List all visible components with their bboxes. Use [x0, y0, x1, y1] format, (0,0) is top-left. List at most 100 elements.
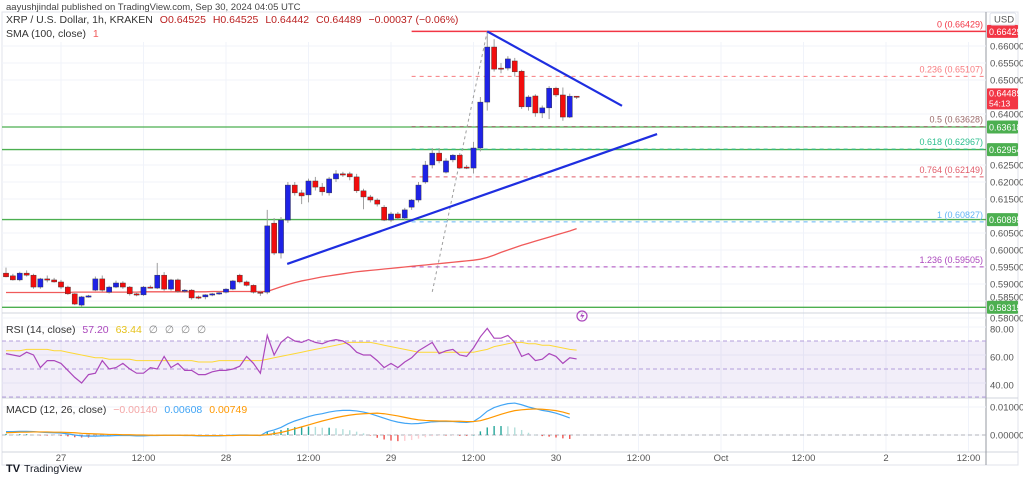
candle-up [140, 286, 147, 296]
macd-histogram-bar [527, 432, 530, 435]
candle-down [360, 190, 367, 198]
trendline[interactable] [286, 133, 658, 265]
macd-histogram-bar [321, 427, 323, 435]
signal-line [5, 408, 570, 437]
candle-down [195, 296, 202, 299]
candle-down [250, 285, 257, 293]
candle-down [147, 286, 154, 289]
macd-histogram-bar [300, 426, 303, 435]
macd-histogram-bar [569, 435, 571, 439]
drawings[interactable] [286, 30, 658, 265]
macd-histogram-bar [548, 435, 550, 437]
price-badge [987, 143, 1018, 157]
candle-down [3, 272, 9, 278]
macd-histogram-bar [5, 433, 7, 435]
price-axis-label: 0.58500 [990, 292, 1023, 303]
macd-line [6, 402, 570, 437]
candle-up [305, 180, 312, 196]
time-axis-label: 12:00 [792, 453, 816, 464]
logo-mark-icon: TV [6, 463, 21, 475]
macd-label[interactable]: MACD (12, 26, close) [6, 404, 106, 416]
price-axis-label: 0.66000 [990, 42, 1023, 53]
macd-histogram-bar [493, 426, 495, 435]
trendline[interactable] [486, 30, 623, 107]
candle-down [518, 70, 525, 108]
candle-up [415, 184, 422, 201]
rsi-label[interactable]: RSI (14, close) [6, 324, 75, 336]
macd-histogram-bar [25, 434, 28, 435]
svg-text:RSI (14, close) 57.20: RSI (14, close) 57.20 63.44 ∅ ∅ ∅ ∅ [6, 324, 206, 336]
rsi-value: 57.20 [82, 324, 108, 336]
macd-histogram-bar [328, 427, 330, 435]
candle-up [113, 282, 119, 288]
macd-histogram-bar [362, 433, 365, 435]
rsi-ma-line [6, 341, 577, 363]
candle-up [450, 154, 456, 161]
tradingview-logo[interactable]: TV TradingView [6, 463, 82, 475]
macd-histogram-bar [342, 429, 344, 435]
fib-level-label: 0.764 (0.62149) [919, 165, 983, 175]
grid: 27 12:00 28 12:00 29 12:00 30 12:00 Oct 12:00 2 12:… [1, 11, 1019, 466]
candle-down [374, 199, 381, 205]
macd-histogram-bar [541, 435, 543, 437]
fib-level-label: 1.236 (0.59505) [919, 255, 983, 265]
fib-level-label: 0 (0.66429) [937, 19, 983, 29]
candle-down [236, 274, 243, 283]
candle-up [333, 173, 339, 180]
macd-axis-label: 0.01000 [990, 403, 1023, 414]
rsi-line [5, 327, 577, 384]
macd-histogram-bar [514, 427, 516, 435]
time-axis-label: 12:00 [957, 453, 981, 464]
candle-up [505, 58, 511, 69]
price-badge [987, 300, 1018, 314]
price-badge-value: 0.62954 [989, 145, 1022, 155]
levels: 0 (0.66429) 0.236 (0.65107) 0.5 (0.63628) 0… [2, 19, 986, 308]
time-axis-label: 28 [221, 453, 232, 464]
candle-down [30, 274, 37, 288]
candle-down [23, 272, 30, 276]
macd-histogram-bar [74, 435, 76, 438]
macd-histogram-bar [486, 427, 488, 435]
macd-signal-value: 0.00749 [209, 404, 247, 416]
candle-up [85, 295, 92, 298]
candle-down [133, 293, 140, 296]
price-badge-value: 0.63618 [989, 122, 1022, 132]
sma-label[interactable]: SMA (100, close) [6, 28, 86, 40]
symbol-title[interactable]: XRP / U.S. Dollar, 1h, KRAKEN [6, 14, 153, 26]
candle-down [188, 289, 195, 299]
rsi-axis-label: 80.00 [990, 325, 1014, 336]
price-axis-label: 0.60000 [990, 246, 1023, 257]
candle-down [553, 87, 559, 96]
candle-up [546, 87, 552, 109]
candle-up [92, 278, 99, 291]
macd-histogram-bar [266, 431, 268, 435]
candle-up [408, 199, 415, 208]
macd-value: 0.00608 [164, 404, 202, 416]
sma-line [6, 227, 577, 294]
countdown-timer: 54:13 [989, 98, 1011, 108]
candle-down [511, 60, 518, 73]
candle-down [161, 274, 167, 290]
macd-histogram-bar [445, 435, 447, 436]
macd-histogram-bar [355, 431, 358, 435]
candle-up [278, 219, 284, 254]
ohlc-close: C0.64489 [316, 14, 362, 26]
candle-down [65, 286, 71, 295]
candle-down [71, 293, 78, 305]
macd-histogram-bar [500, 426, 502, 435]
candle-down [271, 222, 277, 254]
rsi-extra-3: ∅ [181, 324, 190, 336]
chart-frame [1, 11, 1019, 466]
candle-down [298, 192, 305, 197]
candle-down [456, 154, 463, 169]
candle-up [566, 95, 573, 118]
macd-histogram-bar [46, 435, 48, 436]
candle-down [257, 291, 264, 294]
macd-histogram-bar [349, 430, 351, 435]
candle-up [209, 293, 216, 296]
candle-up [106, 286, 112, 293]
flash-icon[interactable] [576, 310, 588, 322]
currency-button[interactable] [989, 12, 1017, 26]
